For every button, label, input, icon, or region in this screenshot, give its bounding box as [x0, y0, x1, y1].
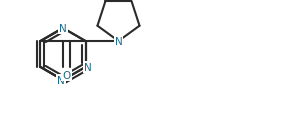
Text: N: N	[115, 37, 122, 47]
Text: O: O	[62, 70, 71, 80]
Text: N: N	[84, 62, 91, 72]
Text: N: N	[59, 24, 67, 34]
Text: N: N	[57, 75, 65, 85]
